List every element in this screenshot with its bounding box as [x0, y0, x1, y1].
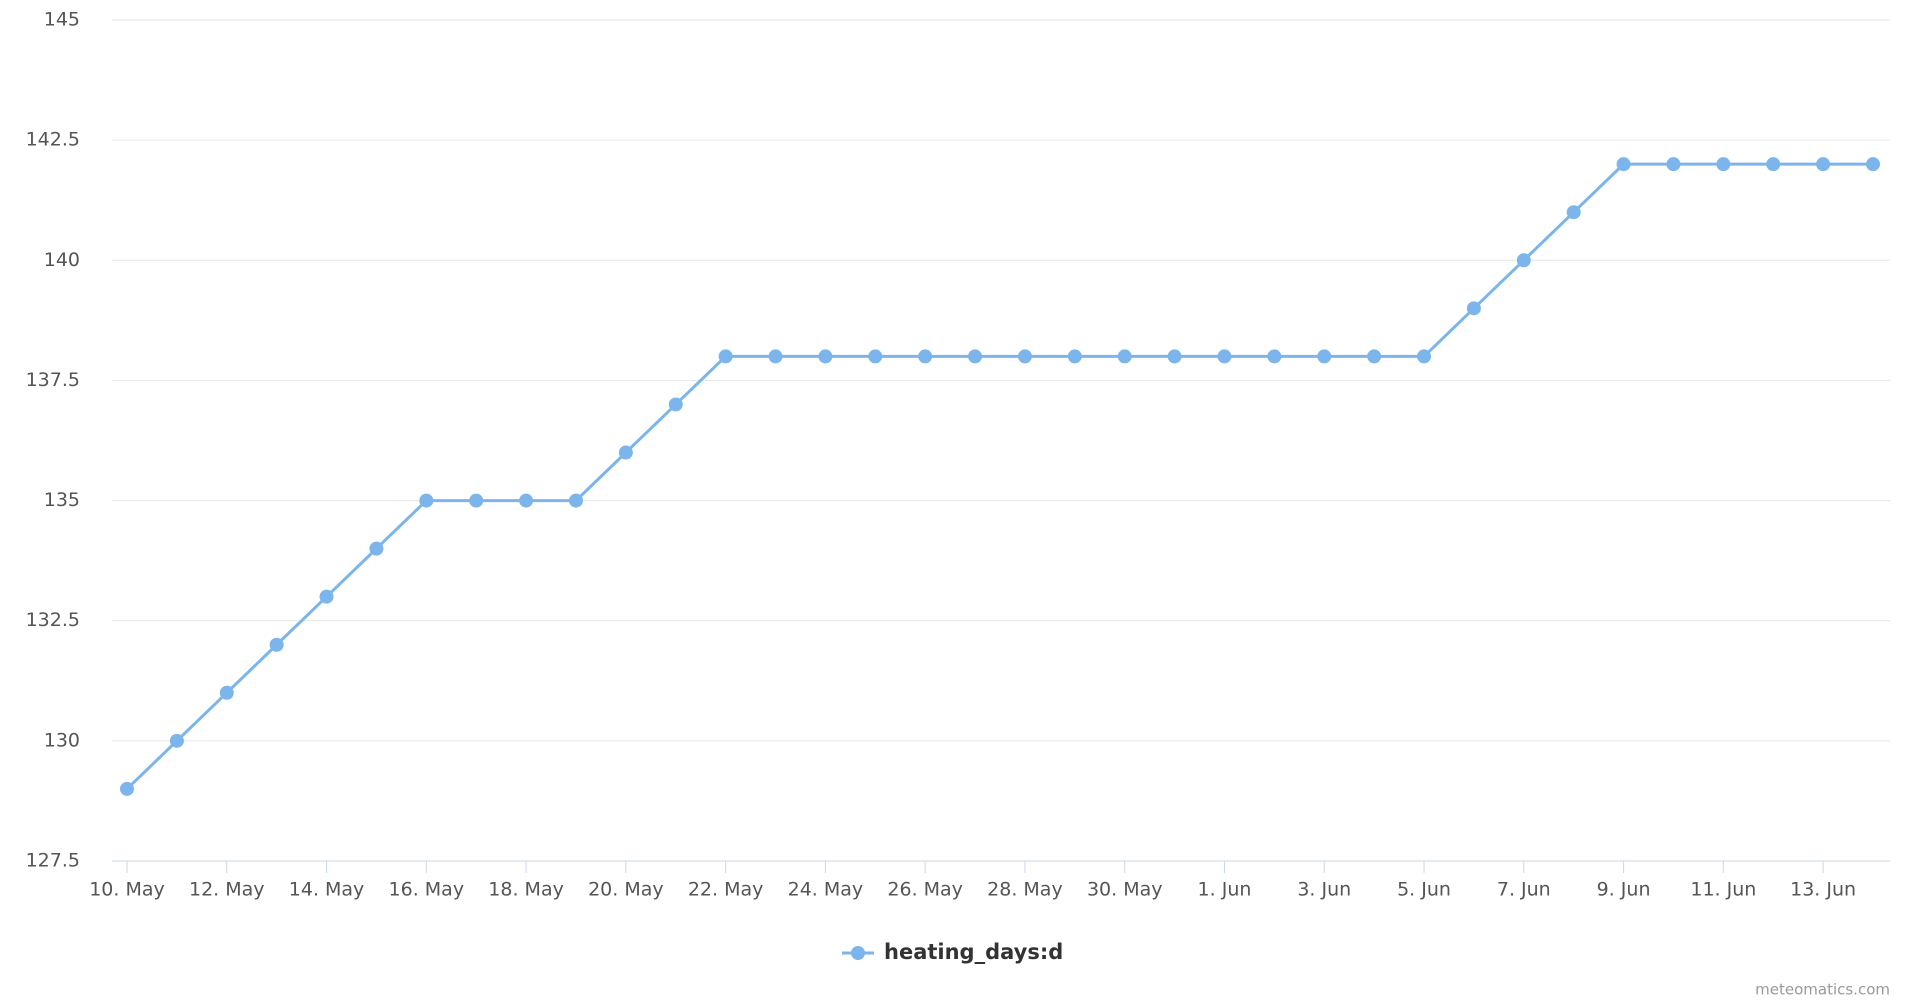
x-tick-label: 26. May	[887, 879, 963, 901]
series-line	[125, 162, 1873, 790]
data-point	[169, 733, 184, 748]
data-point	[1017, 349, 1032, 364]
x-tick-label: 9. Jun	[1597, 879, 1651, 901]
x-tick-label: 3. Jun	[1297, 879, 1351, 901]
data-point	[1516, 253, 1531, 268]
data-point	[219, 685, 234, 700]
data-point	[269, 637, 284, 652]
y-tick-label: 137.5	[26, 369, 80, 391]
data-point	[768, 349, 783, 364]
x-tick-label: 22. May	[688, 879, 764, 901]
data-point	[568, 493, 583, 508]
data-point	[1816, 157, 1831, 172]
y-tick-label: 132.5	[26, 609, 80, 631]
data-point	[818, 349, 833, 364]
x-tick-label: 28. May	[987, 879, 1063, 901]
y-tick-label: 145	[44, 9, 80, 31]
y-tick-label: 130	[44, 729, 80, 751]
data-point	[868, 349, 883, 364]
y-tick-label: 140	[44, 249, 80, 271]
data-point	[369, 541, 384, 556]
data-point	[469, 493, 484, 508]
data-point	[1367, 349, 1382, 364]
y-tick-label: 135	[44, 489, 80, 511]
data-point	[1566, 205, 1581, 220]
data-point	[918, 349, 933, 364]
x-tick-label: 12. May	[189, 879, 265, 901]
data-point	[1466, 301, 1481, 316]
x-tick-label: 5. Jun	[1397, 879, 1451, 901]
data-point	[1317, 349, 1332, 364]
legend-symbol	[851, 946, 865, 960]
data-point	[1417, 349, 1432, 364]
data-point	[1616, 157, 1631, 172]
y-tick-label: 127.5	[26, 850, 80, 872]
x-tick-label: 14. May	[289, 879, 365, 901]
data-point	[319, 589, 334, 604]
x-tick-label: 13. Jun	[1790, 879, 1856, 901]
data-point	[1067, 349, 1082, 364]
x-tick-label: 7. Jun	[1497, 879, 1551, 901]
data-point	[1267, 349, 1282, 364]
data-point	[1167, 349, 1182, 364]
x-tick-label: 18. May	[488, 879, 564, 901]
data-point	[668, 397, 683, 412]
x-tick-label: 1. Jun	[1198, 879, 1252, 901]
x-tick-label: 20. May	[588, 879, 664, 901]
data-point	[718, 349, 733, 364]
legend-item[interactable]: heating_days:d	[884, 940, 1063, 964]
data-point	[968, 349, 983, 364]
data-point	[1716, 157, 1731, 172]
x-tick-label: 10. May	[89, 879, 165, 901]
data-point	[519, 493, 534, 508]
data-point	[618, 445, 633, 460]
data-point	[1217, 349, 1232, 364]
data-point	[1666, 157, 1681, 172]
data-point	[1117, 349, 1132, 364]
data-point	[120, 781, 134, 796]
x-tick-label: 16. May	[389, 879, 465, 901]
data-point	[1766, 157, 1781, 172]
x-tick-label: 30. May	[1087, 879, 1163, 901]
data-point	[419, 493, 434, 508]
credits: meteomatics.com	[1755, 981, 1890, 999]
data-point	[1866, 157, 1880, 172]
y-tick-label: 142.5	[26, 129, 80, 151]
x-tick-label: 24. May	[788, 879, 864, 901]
x-tick-label: 11. Jun	[1690, 879, 1756, 901]
